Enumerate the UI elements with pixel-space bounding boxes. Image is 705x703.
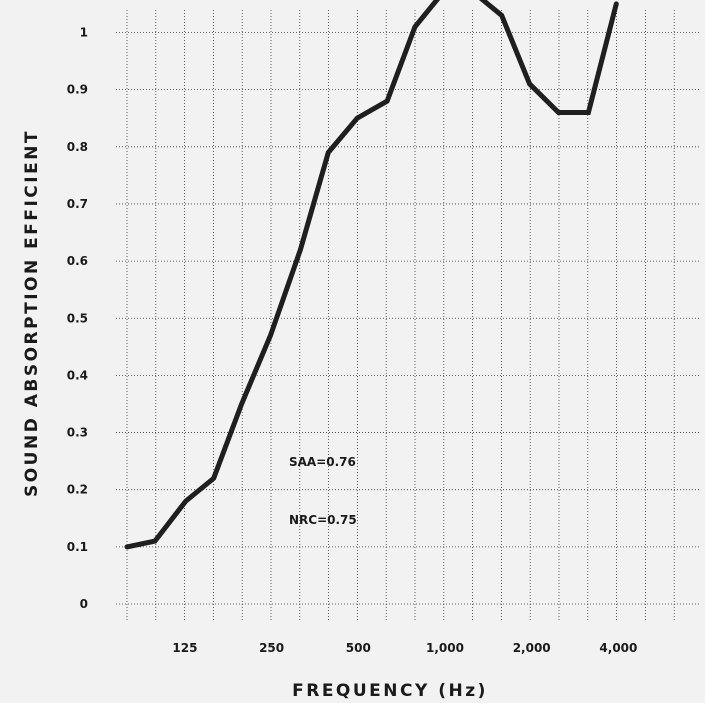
y-tick-label: 0.3 — [67, 426, 88, 440]
nrc-annotation: NRC=0.75 — [289, 513, 357, 527]
y-tick-label: 1 — [80, 26, 88, 40]
y-tick-label: 0.6 — [67, 254, 88, 268]
y-tick-label: 0.5 — [67, 311, 88, 325]
x-axis-ticks: 125 250 500 1,000 2,000 4,000 — [172, 641, 637, 655]
x-axis-title: FREQUENCY (Hz) — [292, 681, 488, 701]
y-axis-title: SOUND ABSORPTION EFFICIENT — [22, 129, 42, 497]
grid — [116, 10, 700, 622]
y-tick-label: 0 — [80, 597, 88, 611]
absorption-curve — [124, 0, 619, 550]
y-tick-label: 0.9 — [67, 83, 88, 97]
x-tick-label: 4,000 — [599, 641, 637, 655]
y-axis-ticks: 00.10.20.30.40.50.60.70.80.911.1 — [67, 26, 88, 612]
y-tick-label: 0.7 — [67, 197, 88, 211]
saa-annotation: SAA=0.76 — [289, 455, 356, 469]
y-tick-label: 0.8 — [67, 140, 88, 154]
x-tick-label: 500 — [346, 641, 371, 655]
x-tick-label: 2,000 — [513, 641, 551, 655]
y-tick-label: 0.2 — [67, 483, 88, 497]
y-tick-label: 0.1 — [67, 540, 88, 554]
y-tick-label: 0.4 — [67, 368, 88, 382]
x-tick-label: 1,000 — [426, 641, 464, 655]
x-tick-label: 250 — [259, 641, 284, 655]
x-tick-label: 125 — [172, 641, 197, 655]
